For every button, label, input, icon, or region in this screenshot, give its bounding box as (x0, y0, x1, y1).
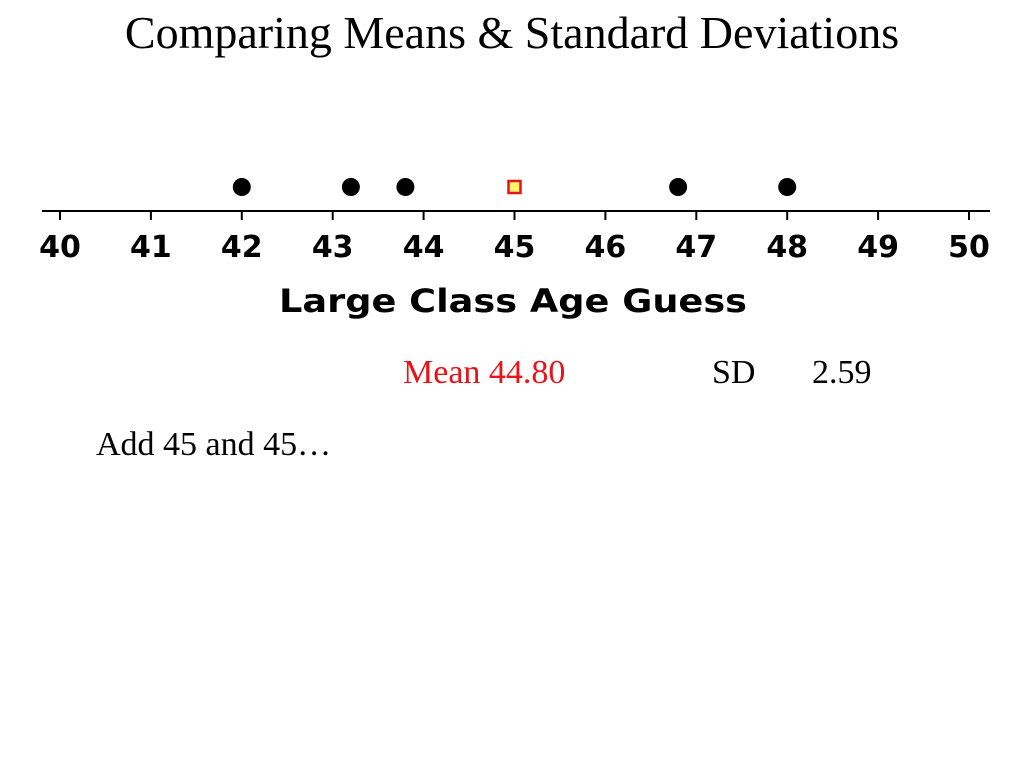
x-tick-label: 44 (403, 230, 445, 265)
data-point (232, 178, 251, 196)
data-point (669, 178, 688, 196)
mean-marker (507, 179, 522, 195)
note-text: Add 45 and 45… (96, 426, 332, 463)
dot-plot-chart: 40 41 42 43 44 45 46 47 48 49 50 Large Class Age G… (39, 178, 990, 320)
x-tick-label: 50 (948, 230, 990, 265)
x-tick-label: 41 (130, 230, 172, 265)
sd-label: SD (712, 354, 756, 391)
x-tick-label: 40 (39, 230, 81, 265)
x-axis: 40 41 42 43 44 45 46 47 48 49 50 (39, 210, 990, 265)
x-axis-label: Large Class Age Guess (279, 282, 747, 320)
x-tick-label: 46 (585, 230, 627, 265)
mean-value: Mean 44.80 (403, 354, 566, 391)
data-points (232, 178, 797, 196)
data-point (341, 178, 360, 196)
x-tick-label: 49 (857, 230, 899, 265)
x-tick-label: 42 (221, 230, 263, 265)
sd-value: 2.59 (812, 354, 872, 391)
x-tick-label: 48 (766, 230, 808, 265)
x-tick-label: 47 (675, 230, 717, 265)
data-point (778, 178, 797, 196)
x-tick-label: 43 (312, 230, 354, 265)
slide-title: Comparing Means & Standard Deviations (124, 7, 900, 58)
x-tick-label: 45 (494, 230, 536, 265)
data-point (396, 178, 415, 196)
